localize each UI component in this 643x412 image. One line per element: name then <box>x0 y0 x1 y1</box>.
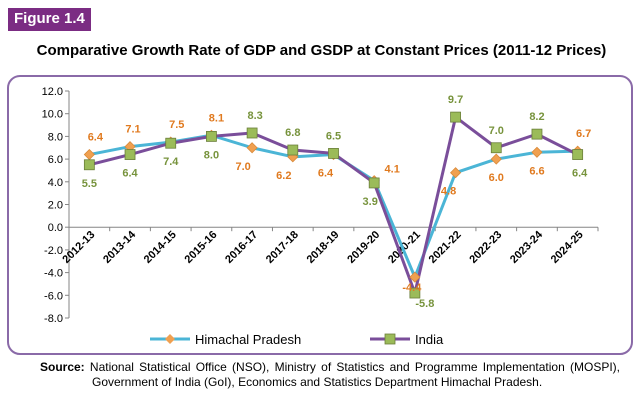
source-lead: Source: <box>40 360 85 374</box>
himachal-point <box>531 146 543 158</box>
india-point <box>450 111 461 123</box>
himachal-data-label: 7.0 <box>235 161 250 173</box>
himachal-data-label: 6.2 <box>276 170 291 182</box>
himachal-legend-marker <box>165 334 175 344</box>
himachal-data-label: 4.1 <box>385 164 400 176</box>
india-point <box>83 159 95 171</box>
himachal-data-label: 6.7 <box>576 128 591 140</box>
himachal-legend-label: Himachal Pradesh <box>195 332 301 347</box>
himachal-data-label: 6.0 <box>489 172 504 184</box>
himachal-data-label: 7.1 <box>125 124 140 136</box>
source-text: National Statistical Office (NSO), Minis… <box>89 360 620 389</box>
himachal-data-label: 8.1 <box>209 112 224 124</box>
y-tick-label: 0.0 <box>48 222 63 234</box>
legend: Himachal Pradesh India <box>150 332 444 347</box>
y-tick-label: 2.0 <box>48 200 63 212</box>
india-data-label: 8.3 <box>247 110 262 122</box>
india-point <box>409 287 421 299</box>
figure-label-badge: Figure 1.4 <box>8 8 91 31</box>
y-tick-label: 12.0 <box>42 86 63 98</box>
india-point <box>246 127 258 139</box>
himachal-data-label: 7.5 <box>169 119 184 131</box>
india-point <box>124 149 136 160</box>
y-tick-label: 10.0 <box>42 109 63 121</box>
y-tick-label: -6.0 <box>44 290 63 302</box>
india-point <box>206 130 217 142</box>
india-data-label: 6.4 <box>572 168 588 180</box>
himachal-point <box>246 142 258 154</box>
himachal-point <box>450 167 462 179</box>
india-point <box>368 177 380 189</box>
y-tick-label: 8.0 <box>48 131 63 143</box>
india-data-label: 8.2 <box>529 111 544 123</box>
india-data-label: 9.7 <box>448 94 463 106</box>
india-data-label: 6.8 <box>285 127 300 139</box>
india-legend-marker <box>384 333 396 345</box>
india-point <box>328 148 339 159</box>
y-tick-label: -4.0 <box>44 268 63 280</box>
chart-title: Comparative Growth Rate of GDP and GSDP … <box>36 42 607 59</box>
y-tick-label: -8.0 <box>44 313 63 325</box>
india-point <box>572 149 584 160</box>
y-tick-label: 4.0 <box>48 177 63 189</box>
himachal-data-label: 6.4 <box>88 132 104 144</box>
y-tick-label: -2.0 <box>44 245 63 257</box>
himachal-point <box>409 271 421 283</box>
himachal-point <box>490 153 502 165</box>
india-data-label: 7.0 <box>489 125 504 137</box>
india-data-label: -5.8 <box>415 298 434 310</box>
himachal-data-label: 6.6 <box>529 165 544 177</box>
india-data-label: 7.4 <box>163 156 179 168</box>
india-data-label: 8.0 <box>204 149 219 161</box>
india-point <box>165 137 177 149</box>
india-legend-label: India <box>415 332 444 347</box>
india-data-label: 5.5 <box>82 178 97 190</box>
india-point <box>531 128 543 140</box>
india-data-label: 3.9 <box>363 196 378 208</box>
source-note: Source: National Statistical Office (NSO… <box>40 360 620 390</box>
india-data-label: 6.4 <box>122 168 138 180</box>
himachal-data-label: -4.4 <box>402 282 422 294</box>
india-data-label: 6.5 <box>326 130 341 142</box>
himachal-data-label: 4.8 <box>441 186 456 198</box>
himachal-data-label: 6.4 <box>318 168 334 180</box>
y-tick-label: 6.0 <box>48 154 63 166</box>
india-point <box>490 142 502 154</box>
india-point <box>287 144 299 156</box>
